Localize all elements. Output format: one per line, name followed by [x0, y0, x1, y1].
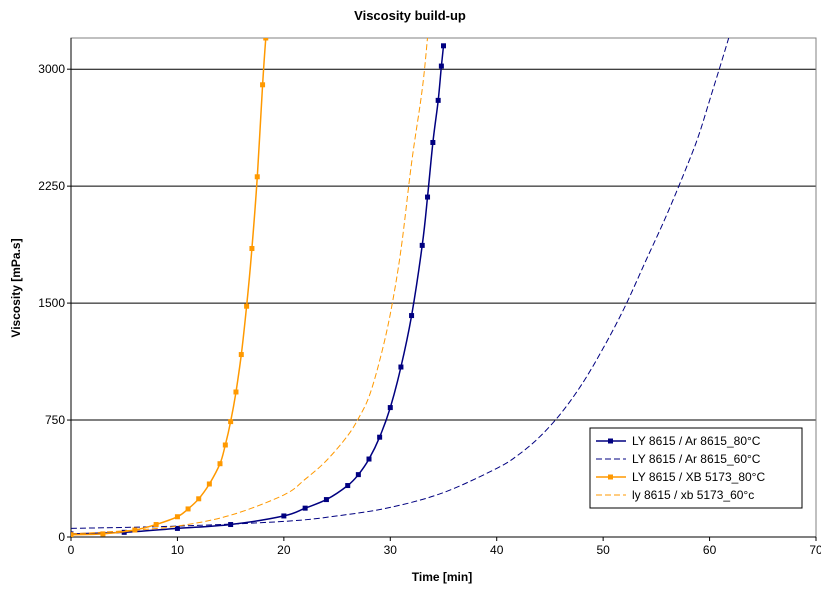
legend: LY 8615 / Ar 8615_80°C LY 8615 / Ar 8615_…	[589, 427, 803, 509]
legend-swatch-marker	[608, 438, 613, 444]
data-point-marker	[217, 461, 223, 467]
x-tick-label: 30	[384, 543, 398, 557]
data-point-marker	[228, 522, 234, 528]
data-point-marker	[281, 513, 287, 519]
x-axis-title: Time [min]	[412, 570, 472, 584]
data-point-marker	[419, 242, 425, 248]
series-1	[71, 43, 446, 537]
series-3	[71, 38, 269, 537]
legend-entry-label: LY 8615 / Ar 8615_80°C	[632, 434, 761, 448]
data-point-marker	[435, 97, 441, 103]
data-point-marker	[254, 174, 260, 180]
x-tick-label: 20	[277, 543, 291, 557]
series-line	[71, 38, 730, 529]
data-point-marker	[377, 434, 383, 440]
data-point-marker	[222, 442, 228, 448]
data-point-marker	[409, 313, 415, 319]
y-tick-label: 0	[58, 530, 65, 544]
chart-title: Viscosity build-up	[354, 8, 466, 23]
data-point-marker	[366, 456, 372, 462]
legend-entry-label: LY 8615 / XB 5173_80°C	[632, 470, 765, 484]
data-point-marker	[441, 43, 446, 49]
series-2	[71, 38, 730, 529]
data-point-marker	[174, 525, 180, 531]
data-point-marker	[355, 472, 361, 478]
series-layer	[71, 38, 730, 537]
x-tick-label: 40	[490, 543, 504, 557]
series-4	[71, 38, 428, 535]
data-point-marker	[438, 63, 444, 69]
legend-entry-label: LY 8615 / Ar 8615_60°C	[632, 452, 761, 466]
data-point-marker	[100, 531, 106, 537]
series-line	[71, 45, 445, 535]
data-point-marker	[71, 532, 74, 537]
data-point-marker	[233, 389, 239, 395]
data-point-marker	[398, 364, 404, 370]
x-tick-label: 60	[703, 543, 717, 557]
legend-entry-label: ly 8615 / xb 5173_60°c	[632, 488, 754, 502]
y-axis-title: Viscosity [mPa.s]	[9, 238, 23, 337]
data-point-marker	[238, 352, 244, 358]
data-point-marker	[174, 514, 180, 520]
x-tick-label: 0	[68, 543, 75, 557]
data-point-marker	[185, 506, 191, 512]
y-tick-label: 3000	[38, 62, 65, 76]
data-point-marker	[345, 483, 351, 489]
x-tick-label: 70	[809, 543, 821, 557]
data-point-marker	[196, 496, 202, 502]
data-point-marker	[323, 497, 329, 503]
series-line	[71, 38, 267, 536]
series-line	[71, 38, 428, 535]
x-tick-label: 50	[596, 543, 610, 557]
data-point-marker	[430, 139, 436, 145]
data-point-marker	[263, 38, 269, 41]
x-tick-label: 10	[171, 543, 185, 557]
y-tick-label: 2250	[38, 179, 65, 193]
data-point-marker	[244, 303, 250, 309]
data-point-marker	[260, 82, 266, 88]
legend-swatch-marker	[608, 474, 613, 480]
data-point-marker	[425, 194, 431, 200]
gridlines	[71, 68, 816, 421]
data-point-marker	[249, 246, 255, 252]
y-tick-label: 750	[45, 413, 65, 427]
data-point-marker	[228, 419, 234, 425]
data-point-marker	[302, 505, 308, 511]
axes: 0 750 1500 2250 3000 0 10 20 30 40 50 60 70	[38, 38, 821, 557]
data-point-marker	[387, 405, 393, 411]
y-tick-label: 1500	[38, 296, 65, 310]
data-point-marker	[153, 522, 159, 528]
data-point-marker	[206, 481, 212, 487]
